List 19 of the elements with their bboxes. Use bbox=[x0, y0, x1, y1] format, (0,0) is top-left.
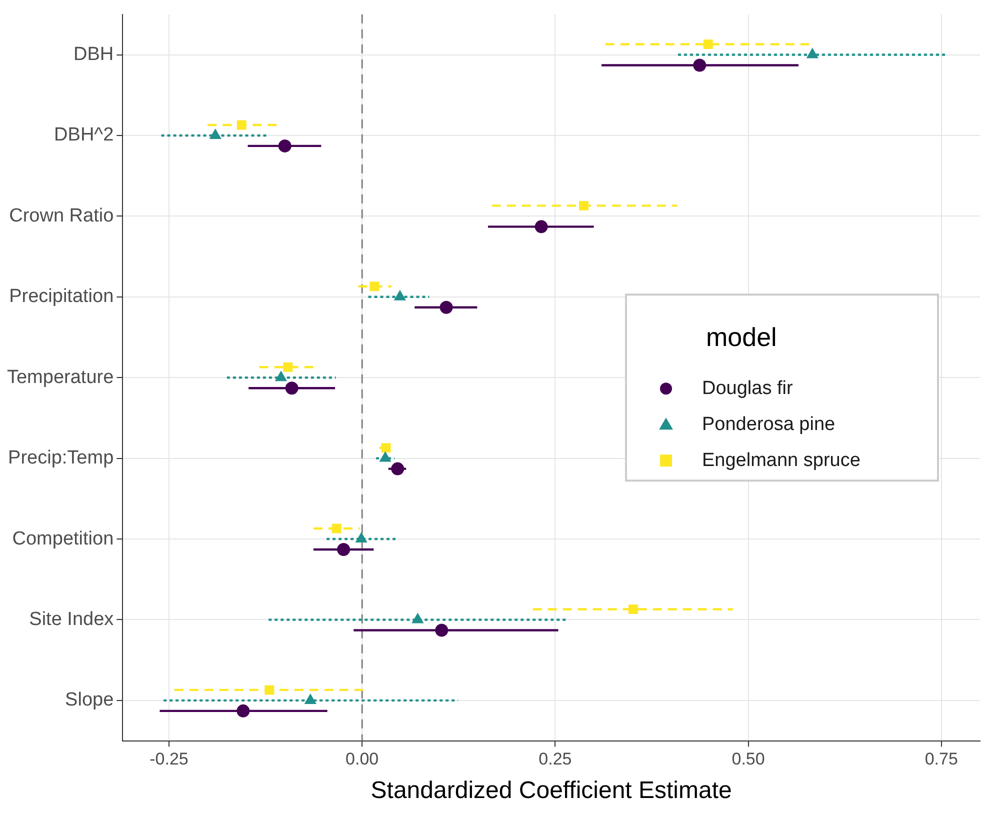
x-tick-label: 0.00 bbox=[346, 750, 379, 769]
y-tick-label: Competition bbox=[12, 528, 114, 550]
y-tick-label: Crown Ratio bbox=[9, 205, 114, 226]
x-tick-label: -0.25 bbox=[150, 750, 188, 769]
y-tick-label: DBH^2 bbox=[54, 124, 114, 146]
x-tick-label: 0.25 bbox=[538, 750, 572, 769]
legend-label: Ponderosa pine bbox=[702, 414, 836, 435]
x-tick-label: 0.50 bbox=[732, 750, 765, 769]
y-tick-label: Temperature bbox=[6, 366, 114, 388]
x-axis-title: Standardized Coefficient Estimate bbox=[370, 777, 732, 804]
x-tick-label: 0.75 bbox=[924, 750, 958, 769]
legend-label: Engelmann spruce bbox=[702, 450, 860, 471]
y-tick-label: Precip:Temp bbox=[8, 448, 114, 469]
y-tick-label: Site Index bbox=[29, 608, 114, 630]
y-tick-label: Precipitation bbox=[9, 286, 114, 308]
y-tick-label: Slope bbox=[65, 690, 114, 711]
y-tick-label: DBH bbox=[74, 44, 114, 65]
legend-label: Douglas fir bbox=[702, 378, 794, 399]
legend-title: model bbox=[706, 322, 777, 352]
